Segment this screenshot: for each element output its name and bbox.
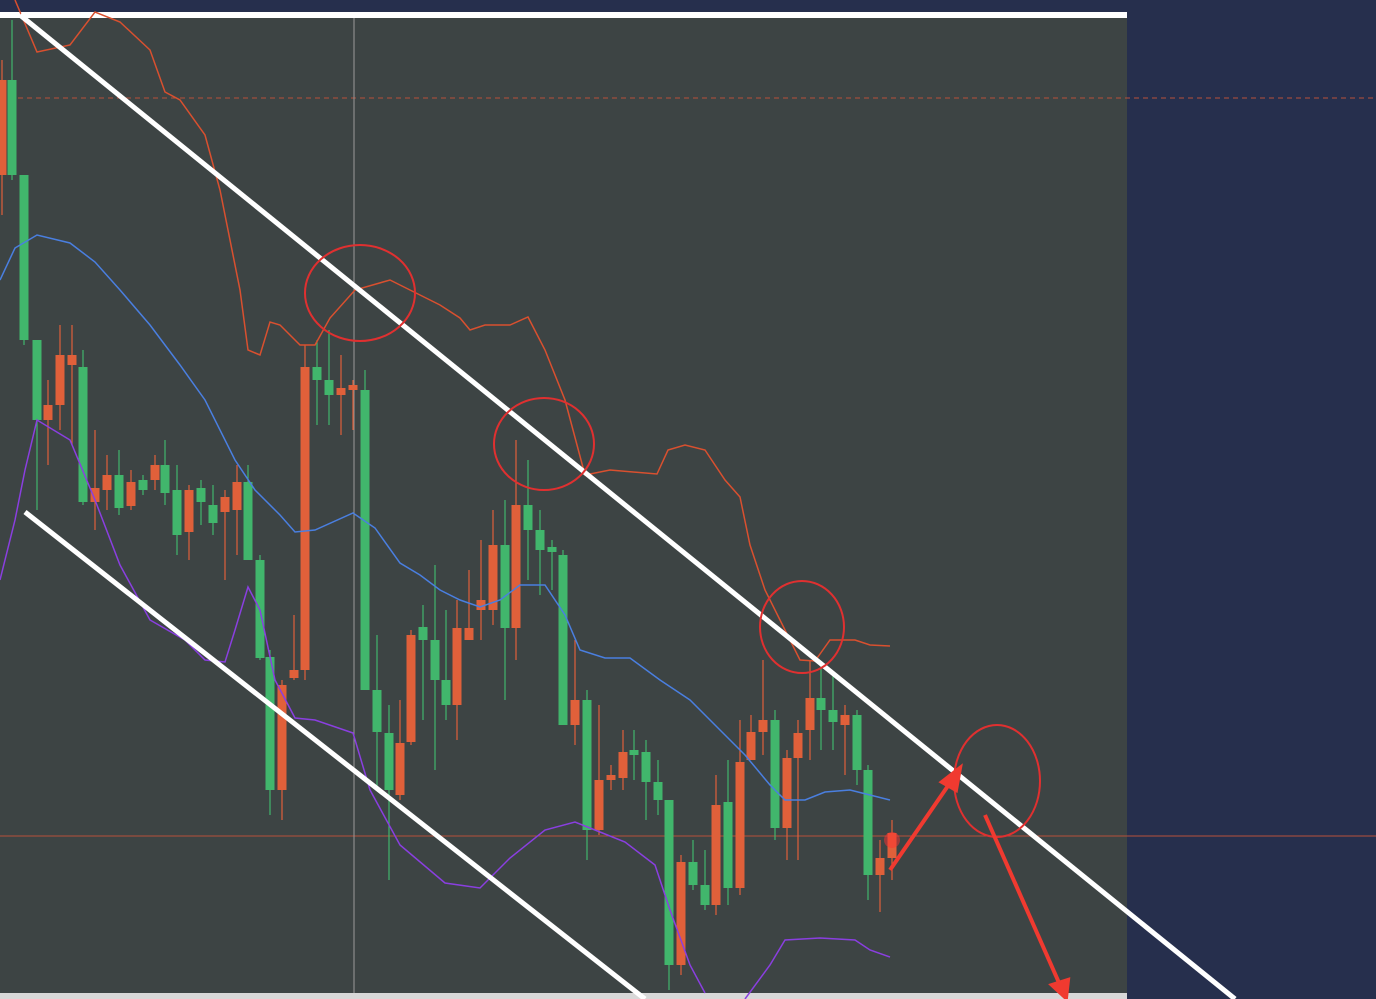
candle-body (570, 700, 580, 725)
candle-body (395, 743, 405, 795)
candle-body (816, 698, 826, 710)
candle-body (220, 497, 230, 512)
candle-body (840, 715, 850, 725)
arrow-head (1048, 977, 1071, 999)
candle-body (618, 752, 628, 778)
candle-body (863, 770, 873, 875)
candle-body (114, 475, 124, 508)
candle-body (78, 367, 88, 502)
candle-body (452, 628, 462, 705)
plot-area (0, 18, 1127, 993)
candle-body (653, 782, 663, 800)
arrow-down (983, 814, 1062, 986)
candle-body (196, 488, 206, 502)
candle-body (735, 762, 745, 888)
candle-body (594, 780, 604, 830)
candle-body (770, 720, 780, 828)
candle-body (641, 752, 651, 782)
candle-body (688, 862, 698, 885)
bottom-strip (0, 993, 1127, 999)
middle-band (0, 234, 891, 801)
lower-band (744, 937, 891, 999)
highlight-circle (759, 580, 845, 674)
channel-lower-line (23, 510, 647, 999)
candle-body (160, 465, 170, 493)
candle-body (150, 465, 160, 480)
candle-body (500, 545, 510, 628)
candle-body (102, 475, 112, 490)
top-border (0, 12, 1127, 18)
candle-body (32, 340, 42, 420)
candle-body (558, 555, 568, 725)
highlight-circle (304, 244, 416, 342)
candle-body (289, 670, 299, 678)
candle-body (208, 505, 218, 523)
candle-body (476, 600, 486, 610)
candle-body (324, 380, 334, 395)
arrow-head (938, 763, 963, 794)
candle-body (700, 885, 710, 905)
candle-body (277, 685, 287, 790)
candle-body (406, 635, 416, 742)
candle-body (746, 732, 756, 760)
candle-body (172, 490, 182, 535)
candle-body (90, 488, 100, 502)
candle-body (852, 715, 862, 770)
channel-upper-line (18, 13, 1237, 999)
lower-band (0, 418, 706, 994)
candle-body (828, 710, 838, 722)
candle-body (232, 482, 242, 510)
candle-body (805, 698, 815, 730)
candle-body (606, 775, 616, 780)
candle-body (67, 355, 77, 365)
candle-body (793, 733, 803, 758)
candle-body (875, 858, 885, 875)
candle-body (547, 547, 557, 552)
candle-body (336, 388, 346, 395)
candle-body (55, 355, 65, 405)
candle-body (418, 627, 428, 640)
candle-body (126, 482, 136, 506)
candle-body (676, 862, 686, 965)
upper-band (14, 0, 891, 662)
candles (0, 20, 897, 990)
candle-body (300, 367, 310, 670)
candle-body (360, 390, 370, 690)
candle-body (265, 657, 275, 790)
candle-body (0, 80, 7, 175)
candle-body (7, 80, 17, 175)
candle-body (19, 175, 29, 340)
candle-body (138, 480, 148, 490)
candle-body (43, 405, 53, 420)
candle-body (488, 545, 498, 610)
candle-body (441, 680, 451, 705)
candle-body (243, 482, 253, 560)
candle-body (582, 700, 592, 830)
candle-body (511, 505, 521, 628)
price-marker (884, 832, 900, 848)
candle-body (523, 505, 533, 530)
candle-body (384, 733, 394, 790)
arrow-up (888, 778, 954, 872)
candle-body (348, 385, 358, 390)
candle-body (535, 530, 545, 550)
candle-body (312, 367, 322, 380)
candle-body (782, 758, 792, 828)
candle-body (664, 800, 674, 965)
candle-body (758, 720, 768, 732)
candle-body (430, 640, 440, 680)
candle-body (464, 628, 474, 640)
candle-body (372, 690, 382, 732)
candle-body (711, 805, 721, 905)
candle-body (184, 490, 194, 532)
candle-body (723, 802, 733, 888)
candle-body (629, 750, 639, 755)
highlight-circle (493, 397, 595, 491)
